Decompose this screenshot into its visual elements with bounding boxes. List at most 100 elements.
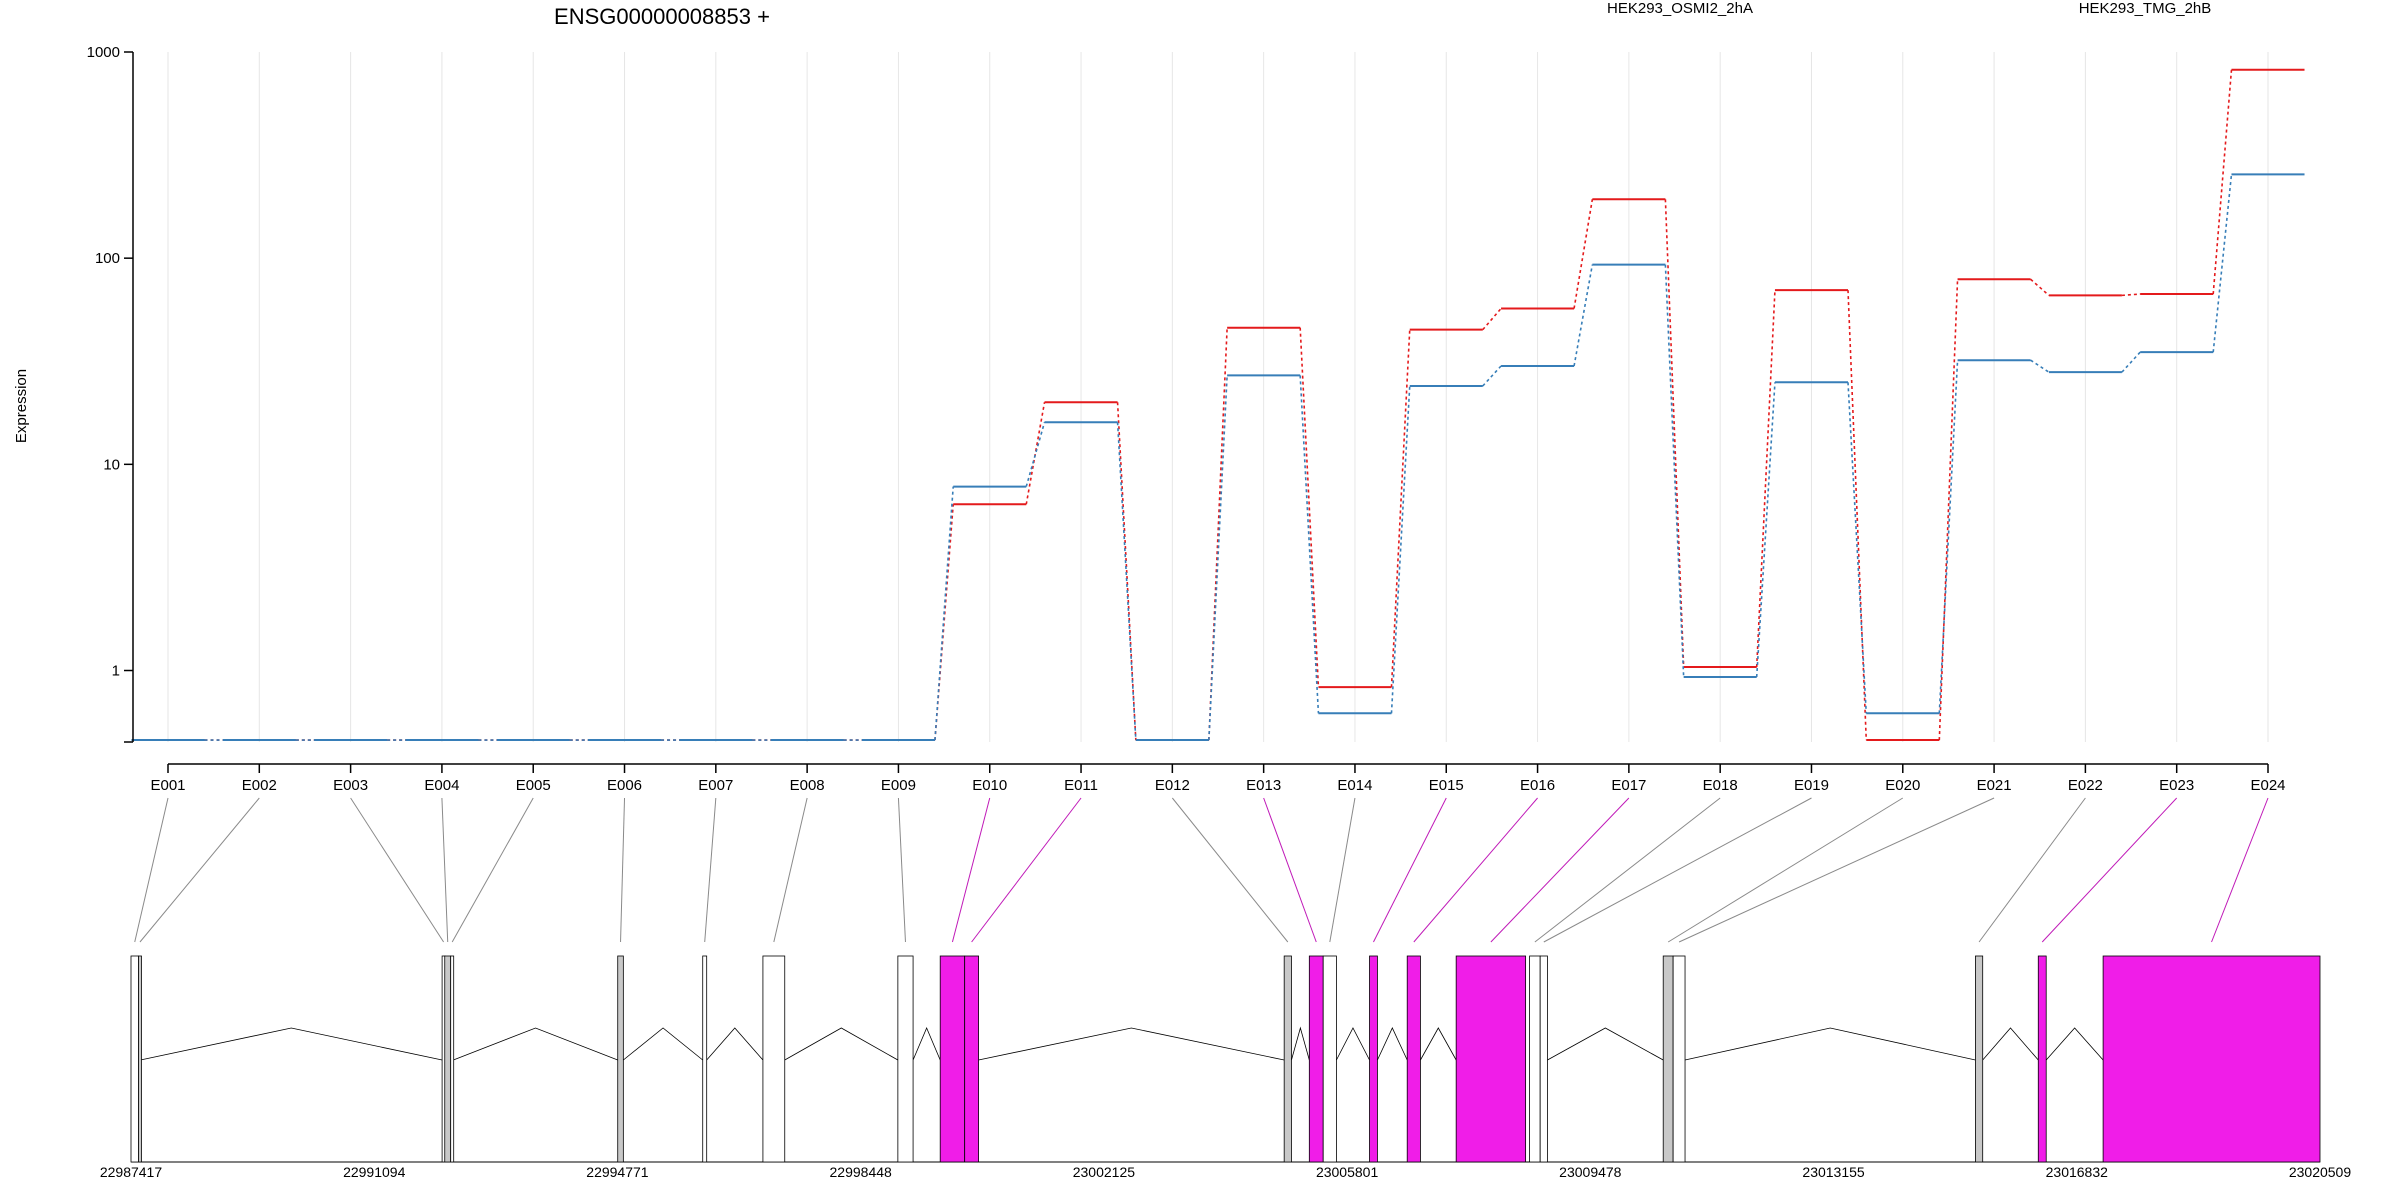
exon-connector	[2211, 797, 2269, 943]
x-tick-label: E009	[881, 777, 916, 794]
series-connector	[2121, 293, 2141, 297]
y-tick-label: 1	[112, 663, 120, 680]
y-tick-label: 10	[103, 456, 120, 473]
genome-tick-label: 23002125	[1073, 1164, 1136, 1180]
x-tick-label: E018	[1703, 777, 1738, 794]
intron	[140, 1027, 443, 1061]
genome-tick-label: 23020509	[2289, 1164, 2352, 1180]
exon-connector	[971, 797, 1082, 943]
y-axis-label: Expression	[13, 369, 30, 443]
y-tick-label: 100	[95, 250, 120, 267]
exon-connector	[951, 797, 991, 943]
exon-connector	[1373, 797, 1447, 943]
exon-connector	[1534, 797, 1721, 943]
x-tick-label: E021	[1977, 777, 2012, 794]
exon-box-e020	[1662, 955, 1674, 1163]
x-tick-label: E004	[424, 777, 459, 794]
legend-label-tmg: HEK293_TMG_2hB	[2079, 0, 2212, 17]
exon-box-e009	[897, 955, 914, 1163]
series-connector	[1664, 199, 1685, 668]
series-connector	[1390, 329, 1411, 688]
series-connector	[2212, 69, 2233, 295]
x-tick-label: E022	[2068, 777, 2103, 794]
exon-connector	[704, 797, 717, 943]
series-connector	[1390, 385, 1411, 714]
x-tick-label: E003	[333, 777, 368, 794]
series-connector	[1299, 375, 1320, 714]
x-tick-label: E020	[1885, 777, 1920, 794]
exon-connector	[773, 797, 808, 943]
series-connector	[1116, 402, 1137, 741]
intron	[1377, 1027, 1408, 1061]
gene-model: 22987417 22991094 22994771 22998448 23002125…	[100, 955, 2352, 1180]
x-tick-label: E012	[1155, 777, 1190, 794]
series-connector	[1482, 365, 1502, 387]
genome-tick-label: 23013155	[1802, 1164, 1865, 1180]
exon-box-e019	[1539, 955, 1548, 1163]
series-connector	[1938, 279, 1959, 741]
intron	[453, 1027, 618, 1061]
series-connector	[2121, 351, 2141, 373]
exon-box-e005	[450, 955, 455, 1163]
exon-connector	[620, 797, 626, 943]
exon-box-e021	[1672, 955, 1686, 1163]
x-tick-label: E015	[1429, 777, 1464, 794]
exon-box-e015	[1369, 955, 1378, 1163]
exon-connector	[1490, 797, 1630, 943]
exon-box-e014	[1322, 955, 1337, 1163]
intron	[1420, 1027, 1457, 1061]
genome-tick-label: 23009478	[1559, 1164, 1622, 1180]
series-lines	[131, 68, 2305, 742]
x-tick-label: E023	[2159, 777, 2194, 794]
x-tick-label: E013	[1246, 777, 1281, 794]
x-tick-label: E008	[790, 777, 825, 794]
exon-box-e008	[762, 955, 786, 1163]
exon-box-e023	[2037, 955, 2047, 1163]
intron	[784, 1027, 899, 1061]
genome-tick-label: 22998448	[830, 1164, 893, 1180]
exon-box-e024	[2102, 955, 2321, 1163]
exon-connector	[897, 797, 906, 943]
y-tick-label: 1000	[87, 44, 120, 61]
x-tick-label: E017	[1611, 777, 1646, 794]
series-connector	[1664, 264, 1685, 678]
series-connector	[1938, 360, 1959, 714]
intron	[1982, 1027, 2039, 1061]
axes: 1 10 100 1000 E001 E002 E003 E004 E005 E006 E007 E0…	[87, 44, 2286, 794]
exon-connector	[139, 797, 260, 943]
exon-connector	[1171, 797, 1289, 943]
exon-connectors	[134, 797, 2269, 943]
series-connector	[1755, 290, 1776, 668]
genome-tick-label: 23005801	[1316, 1164, 1379, 1180]
exon-box-e012	[1283, 955, 1292, 1163]
x-tick-label: E006	[607, 777, 642, 794]
exon-connector	[1329, 797, 1356, 943]
intron	[2045, 1027, 2104, 1061]
intron	[1336, 1027, 1370, 1061]
exon-box-e013	[1308, 955, 1324, 1163]
intron	[1291, 1026, 1310, 1061]
exon-connector	[1413, 797, 1538, 943]
genome-tick-label: 22994771	[586, 1164, 649, 1180]
exon-box-e016	[1406, 955, 1421, 1163]
series-connector	[1025, 402, 1046, 505]
genome-tick-label: 23016832	[2046, 1164, 2109, 1180]
genome-tick-label: 22991094	[343, 1164, 406, 1180]
intron	[706, 1027, 764, 1061]
exon-box-e011	[964, 955, 979, 1163]
series-2	[131, 173, 2305, 742]
x-tick-label: E005	[516, 777, 551, 794]
series-connector	[1025, 422, 1046, 487]
exon-connector	[1263, 797, 1317, 943]
vertical-grid	[167, 52, 2269, 742]
series-connector	[1573, 264, 1594, 367]
series-1	[131, 68, 2305, 742]
x-tick-label: E002	[242, 777, 277, 794]
exon-box-e010	[939, 955, 966, 1163]
x-tick-label: E011	[1064, 777, 1098, 794]
intron	[978, 1027, 1285, 1061]
genome-tick-label: 22987417	[100, 1164, 163, 1180]
exon-connector	[1543, 797, 1812, 943]
exon-box-e001	[130, 955, 139, 1163]
legend-label-osmi2: HEK293_OSMI2_2hA	[1607, 0, 1753, 17]
